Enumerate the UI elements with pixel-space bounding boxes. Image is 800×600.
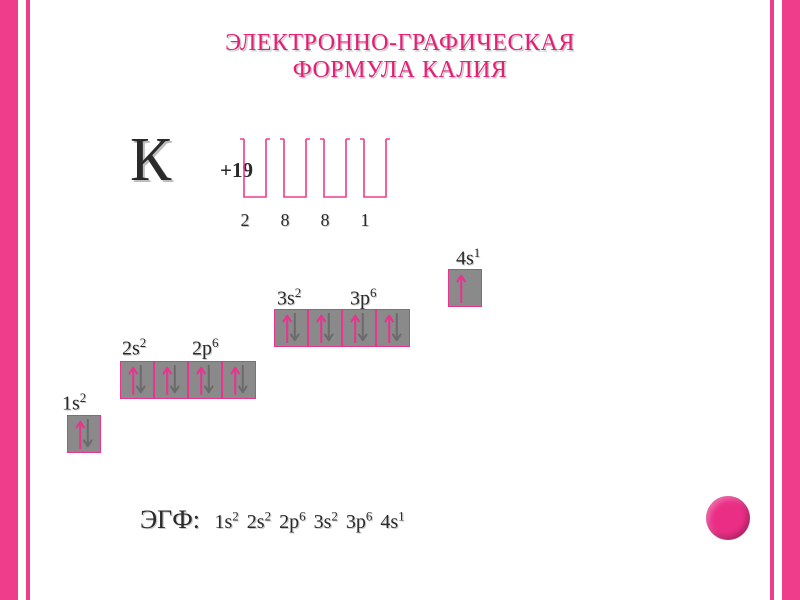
orbital-cell [342,309,376,347]
shell-count: 2 [225,210,265,231]
stripe-left-wide [0,0,18,600]
orbital-diagram: 1s2 2s2 2p6 3s2 3p6 4s1 [62,245,572,455]
orbital-label-2s: 2s2 [122,335,146,361]
orbital-cell [67,415,101,453]
orbital-cell [376,309,410,347]
orbital-cell [154,361,188,399]
orbital-cells-3s [274,309,308,347]
orbital-label-3p: 3p6 [350,285,377,311]
page-title: ЭЛЕКТРОННО-ГРАФИЧЕСКАЯ ФОРМУЛА КАЛИЯ [40,30,760,84]
shell-brackets [230,135,390,205]
egf-term: 2p6 [271,511,306,533]
element-symbol: К [130,125,171,196]
shell-count: 8 [305,210,345,231]
orbital-cell [308,309,342,347]
orbital-cell [120,361,154,399]
egf-term: 1s2 [206,511,238,533]
orbital-label-2p: 2p6 [192,335,219,361]
egf-prefix: ЭГФ: [140,505,206,534]
stripe-left-thin [26,0,30,600]
slide: ЭЛЕКТРОННО-ГРАФИЧЕСКАЯ ФОРМУЛА КАЛИЯ К +… [0,0,800,600]
shell-count: 8 [265,210,305,231]
orbital-label-4s: 4s1 [456,245,480,271]
orbital-cell [222,361,256,399]
orbital-cells-3p [308,309,410,347]
egf-term: 3s2 [306,511,338,533]
orbital-cells-2s [120,361,154,399]
egf-formula: ЭГФ: 1s22s22p63s23p64s1 [140,505,405,535]
orbital-cells-4s [448,269,482,307]
shell-counts: 2881 [225,210,385,231]
orbital-cell [188,361,222,399]
orbital-cell [274,309,308,347]
orbital-label-1s: 1s2 [62,390,86,416]
egf-term: 4s1 [372,511,404,533]
egf-term: 3p6 [338,511,373,533]
orbital-label-3s: 3s2 [277,285,301,311]
egf-term: 2s2 [239,511,271,533]
shell-count: 1 [345,210,385,231]
stripe-right-wide [782,0,800,600]
stripe-right-thin [770,0,774,600]
orbital-cell [448,269,482,307]
orbital-cells-2p [154,361,256,399]
orbital-cells-1s [67,415,101,453]
corner-circle-icon [706,496,750,540]
